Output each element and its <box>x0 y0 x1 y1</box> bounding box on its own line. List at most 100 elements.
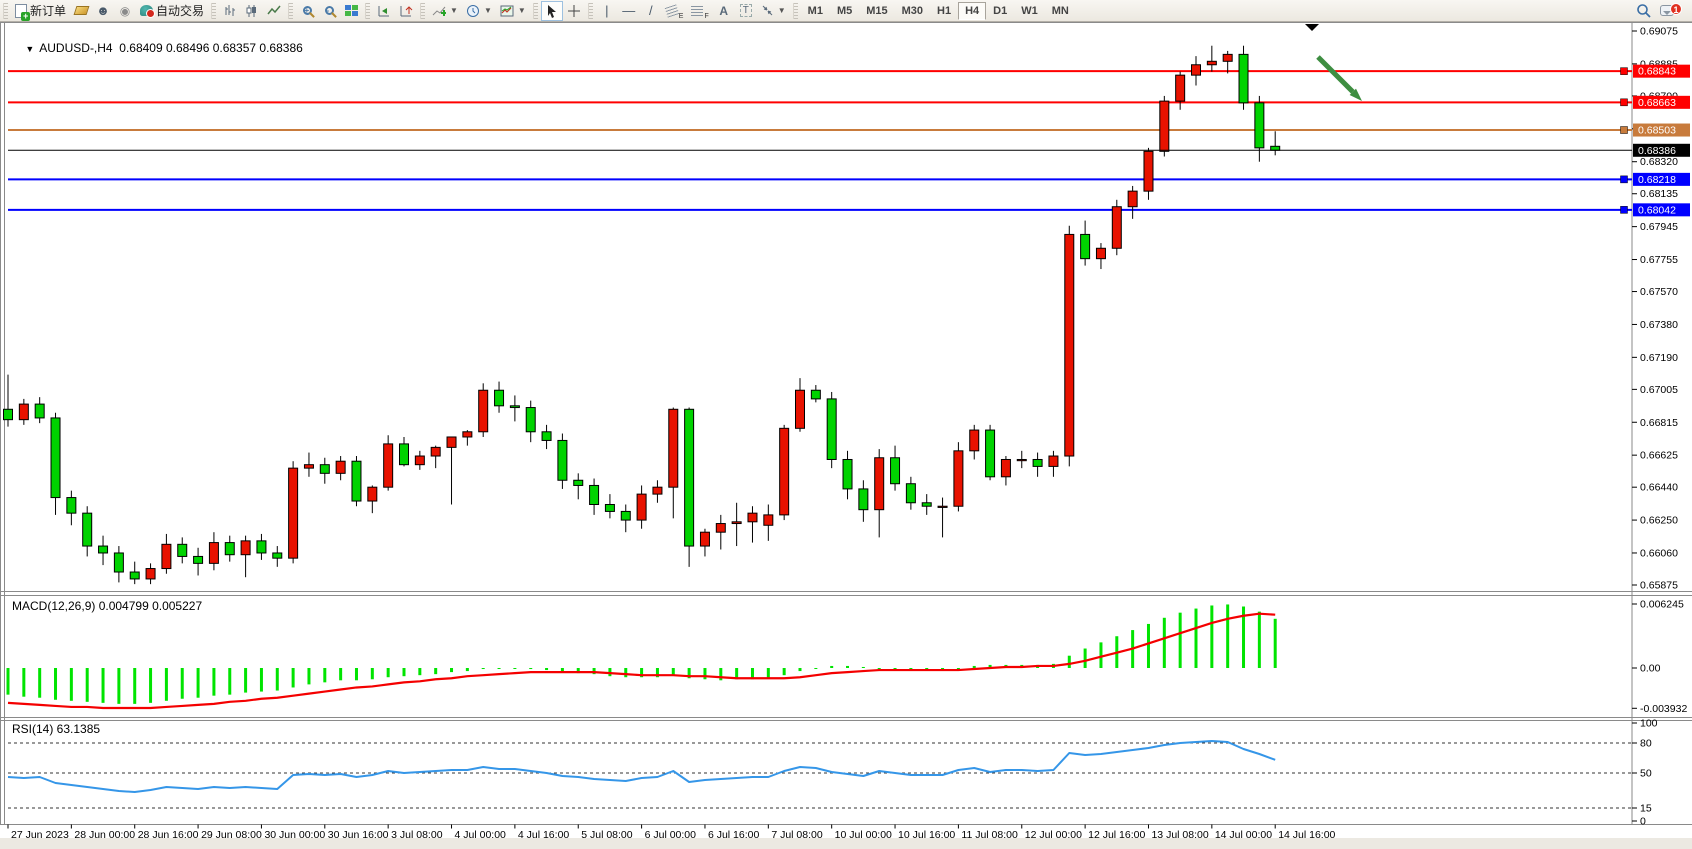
styler-button[interactable] <box>70 1 92 21</box>
line-handle[interactable] <box>1620 98 1628 107</box>
arrows-tool[interactable]: ▼ <box>757 1 790 21</box>
zoom-out-button[interactable]: - <box>318 1 340 21</box>
notifications-button[interactable]: 1 <box>1656 1 1682 21</box>
bull-candle <box>636 493 647 521</box>
bear-candle <box>858 488 869 511</box>
collapse-triangle-icon[interactable]: ▼ <box>25 44 35 54</box>
channel-letter: E <box>678 12 684 20</box>
person-icon: ☻ <box>96 3 110 18</box>
svg-text:27 Jun 2023: 27 Jun 2023 <box>11 829 69 838</box>
svg-text:0.68320: 0.68320 <box>1640 156 1678 168</box>
toolbar-grip[interactable] <box>532 2 538 19</box>
new-order-icon: + <box>15 3 30 21</box>
chevron-down-icon: ▼ <box>517 6 526 15</box>
horizontal-line-icon: — <box>622 3 636 18</box>
chart-shift-button[interactable] <box>395 1 417 21</box>
chart-shift-triangle[interactable] <box>1305 24 1319 31</box>
chevron-down-icon: ▼ <box>483 6 492 15</box>
toolbar-grip[interactable] <box>420 2 426 19</box>
cursor-button[interactable] <box>540 0 563 21</box>
svg-text:28 Jun 16:00: 28 Jun 16:00 <box>138 829 199 838</box>
bar-chart-button[interactable] <box>219 1 241 21</box>
bear-candle <box>272 552 283 559</box>
profile-button[interactable]: ☻ <box>92 1 114 21</box>
bear-candle <box>1254 102 1265 149</box>
candle-chart-button[interactable] <box>241 1 263 21</box>
text-tool[interactable]: A <box>713 1 735 21</box>
svg-text:3 Jul 08:00: 3 Jul 08:00 <box>391 829 443 838</box>
toolbar-grip[interactable] <box>792 2 798 19</box>
trendline-icon: / <box>648 3 653 18</box>
line-handle[interactable] <box>1620 175 1628 184</box>
trendline-tool[interactable]: / <box>640 1 662 21</box>
line-chart-button[interactable] <box>263 1 285 21</box>
zoom-in-button[interactable]: + <box>296 1 318 21</box>
bull-candle <box>795 389 805 429</box>
symbol-name: AUDUSD-,H4 <box>39 41 113 55</box>
timeframe-MN[interactable]: MN <box>1045 2 1076 20</box>
timeframe-M1[interactable]: M1 <box>801 2 830 20</box>
line-handle[interactable] <box>1620 67 1628 75</box>
chart-frame <box>0 22 1692 825</box>
bull-candle <box>969 429 980 452</box>
line-handle[interactable] <box>1620 206 1628 214</box>
new-order-button[interactable]: + 新订单 <box>11 1 70 21</box>
indicators-button[interactable]: ▼ <box>428 1 462 21</box>
bull-candle <box>1159 100 1170 152</box>
horizontal-line-tool[interactable]: — <box>618 1 640 21</box>
toolbar-grip[interactable] <box>211 2 217 19</box>
autotrade-icon <box>140 5 156 18</box>
timeframe-D1[interactable]: D1 <box>986 2 1014 20</box>
line-handle[interactable] <box>1620 126 1628 134</box>
toolbar-grip[interactable] <box>3 2 8 19</box>
bear-candle <box>399 443 409 466</box>
svg-text:0.68386: 0.68386 <box>1638 145 1676 157</box>
text-label-tool[interactable]: T <box>735 1 757 21</box>
bull-candle <box>18 403 29 421</box>
bear-candle <box>525 407 536 433</box>
svg-text:0.68135: 0.68135 <box>1640 188 1678 200</box>
svg-text:0.66625: 0.66625 <box>1640 450 1678 462</box>
bear-candle <box>66 497 77 514</box>
toolbar-grip[interactable] <box>587 2 593 19</box>
templates-button[interactable]: ▼ <box>496 1 530 21</box>
timeframe-M5[interactable]: M5 <box>830 2 859 20</box>
timeframe-H1[interactable]: H1 <box>930 2 958 20</box>
tile-windows-button[interactable] <box>340 1 362 21</box>
vertical-line-tool[interactable]: | <box>596 1 618 21</box>
toolbar-grip[interactable] <box>288 2 294 19</box>
timeframe-group: M1 M5 M15 M30 H1 H4 D1 W1 MN <box>801 1 1076 20</box>
signals-button[interactable]: ◉ <box>114 1 136 21</box>
bull-candle <box>953 450 964 507</box>
price-tag: 0.68218 <box>1633 172 1690 186</box>
bull-candle <box>367 486 378 502</box>
bear-candle <box>541 431 552 441</box>
periods-button[interactable]: ▼ <box>462 1 496 21</box>
timeframe-M15[interactable]: M15 <box>859 2 894 20</box>
bull-candle <box>699 531 710 547</box>
timeframe-H4[interactable]: H4 <box>958 1 987 20</box>
brush-icon <box>73 6 89 15</box>
zoom-in-icon: + <box>302 6 312 15</box>
bear-candle <box>589 484 600 505</box>
crosshair-button[interactable] <box>563 1 585 21</box>
bull-candle <box>383 443 394 488</box>
bull-candle <box>779 427 790 516</box>
svg-text:30 Jun 00:00: 30 Jun 00:00 <box>264 829 325 838</box>
timeframe-W1[interactable]: W1 <box>1014 2 1045 20</box>
channel-tool[interactable]: E <box>662 1 688 21</box>
toolbar-grip[interactable] <box>365 2 371 19</box>
fibonacci-tool[interactable]: F <box>687 1 712 21</box>
arrow-annotation[interactable] <box>1316 55 1362 101</box>
bull-candle <box>1222 53 1233 62</box>
arrows-icon <box>762 5 773 16</box>
autotrade-button[interactable]: 自动交易 <box>136 1 208 21</box>
auto-scroll-button[interactable] <box>373 1 395 21</box>
search-button[interactable] <box>1632 1 1656 21</box>
bull-candle <box>874 457 885 511</box>
svg-text:10 Jul 16:00: 10 Jul 16:00 <box>898 829 955 838</box>
macd-histogram <box>6 604 1277 704</box>
svg-text:13 Jul 08:00: 13 Jul 08:00 <box>1151 829 1208 838</box>
bear-candle <box>509 405 520 409</box>
timeframe-M30[interactable]: M30 <box>895 2 930 20</box>
